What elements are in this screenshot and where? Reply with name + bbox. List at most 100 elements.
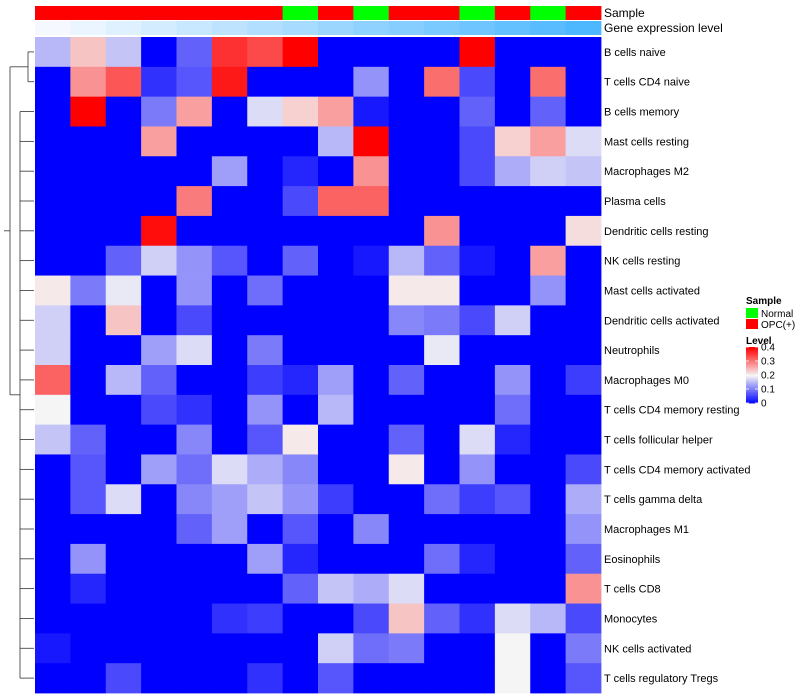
heatmap-cell: [424, 96, 460, 127]
legend-opc-label: OPC(+): [761, 320, 795, 331]
heatmap-cell: [318, 663, 354, 694]
heatmap-cell: [530, 424, 567, 455]
colorbar-tick-label: 0.2: [761, 371, 775, 382]
row-label: T cells regulatory Tregs: [604, 673, 719, 685]
row-label: B cells naive: [604, 47, 666, 59]
heatmap-cell: [35, 543, 71, 575]
heatmap-cell: [282, 245, 319, 276]
heatmap-cell: [70, 215, 107, 247]
heatmap-cell: [247, 126, 284, 157]
heatmap-cell: [70, 543, 107, 575]
heatmap-cell: [388, 275, 425, 306]
heatmap-cell: [247, 365, 284, 396]
heatmap-cell: [494, 66, 531, 98]
heatmap-cell: [318, 633, 354, 664]
heatmap-cell: [565, 454, 602, 485]
column-annotations: [35, 6, 602, 35]
heatmap-cell: [176, 365, 213, 396]
level-colorbar: 0.4 0.3 0.2 0.1 0: [746, 343, 775, 410]
heatmap-cell: [388, 484, 425, 515]
heatmap-cell: [141, 633, 177, 664]
heatmap-cell: [424, 514, 460, 545]
row-label: Dendritic cells activated: [604, 315, 720, 327]
colorbar-segment: [746, 373, 758, 376]
heatmap-cell: [459, 215, 496, 247]
heatmap-cell: [530, 394, 567, 426]
row-label: T cells CD4 memory resting: [604, 405, 740, 417]
heatmap-cell: [247, 245, 284, 276]
heatmap-cell: [211, 424, 248, 455]
heatmap-cell: [530, 275, 567, 306]
heatmap-cell: [141, 663, 177, 694]
expression-annotation-cell: [494, 21, 531, 35]
heatmap-cell: [459, 335, 496, 366]
heatmap-cell: [141, 245, 177, 276]
heatmap-cell: [318, 365, 354, 396]
heatmap-cell: [105, 394, 142, 426]
heatmap-cell: [530, 156, 567, 187]
row-label: Eosinophils: [604, 554, 661, 566]
heatmap-cell: [35, 66, 71, 98]
sample-annotation-cell: [141, 6, 177, 20]
heatmap-cell: [494, 37, 531, 68]
colorbar-tick-label: 0: [761, 399, 767, 410]
heatmap-cell: [70, 335, 107, 366]
heatmap-cell: [459, 275, 496, 306]
row-label: Dendritic cells resting: [604, 226, 709, 238]
heatmap-cell: [176, 454, 213, 485]
heatmap-cell: [105, 245, 142, 276]
heatmap-cell: [424, 275, 460, 306]
heatmap-cell: [565, 305, 602, 336]
heatmap-cell: [459, 126, 496, 157]
heatmap-cell: [247, 186, 284, 217]
heatmap-cell: [494, 156, 531, 187]
heatmap-cell: [388, 335, 425, 366]
row-label: NK cells resting: [604, 256, 680, 268]
heatmap-cell: [211, 37, 248, 68]
heatmap-cell: [494, 514, 531, 545]
heatmap-cell: [105, 156, 142, 187]
sample-annotation-cell: [318, 6, 354, 20]
heatmap-cell: [565, 365, 602, 396]
colorbar-tick-label: 0.1: [761, 385, 775, 396]
heatmap-cell: [530, 603, 567, 634]
heatmap-cell: [105, 633, 142, 664]
expression-annotation-cell: [105, 21, 142, 35]
colorbar-segment: [746, 370, 758, 373]
heatmap-cell: [388, 96, 425, 127]
colorbar-segment: [746, 386, 758, 389]
heatmap-cell: [388, 573, 425, 604]
heatmap-cell: [388, 126, 425, 157]
heatmap-cell: [176, 543, 213, 575]
heatmap-cell: [530, 454, 567, 485]
heatmap-cell: [388, 633, 425, 664]
heatmap-cell: [388, 365, 425, 396]
heatmap-cell: [318, 245, 354, 276]
expression-annotation-label: Gene expression level: [604, 21, 723, 35]
level-legend-title: Level: [746, 336, 772, 347]
heatmap-cell: [424, 603, 460, 634]
heatmap-cell: [70, 514, 107, 545]
heatmap-cell: [353, 543, 390, 575]
heatmap-cell: [211, 215, 248, 247]
heatmap-cell: [353, 126, 390, 157]
heatmap-cell: [105, 66, 142, 98]
row-label: Mast cells resting: [604, 136, 689, 148]
heatmap-cell: [141, 394, 177, 426]
heatmap-cell: [424, 215, 460, 247]
heatmap-cell: [70, 424, 107, 455]
heatmap-cell: [141, 424, 177, 455]
heatmap-cell: [35, 186, 71, 217]
heatmap-cell: [494, 275, 531, 306]
colorbar-segment: [746, 366, 758, 369]
heatmap-cell: [70, 633, 107, 664]
heatmap-cell: [35, 305, 71, 336]
heatmap-cell: [70, 37, 107, 68]
heatmap-cell: [35, 156, 71, 187]
heatmap-cell: [282, 66, 319, 98]
heatmap-cell: [70, 126, 107, 157]
sample-annotation-cell: [35, 6, 71, 20]
heatmap-cell: [282, 96, 319, 127]
heatmap-cell: [70, 245, 107, 276]
heatmap-cell: [424, 126, 460, 157]
